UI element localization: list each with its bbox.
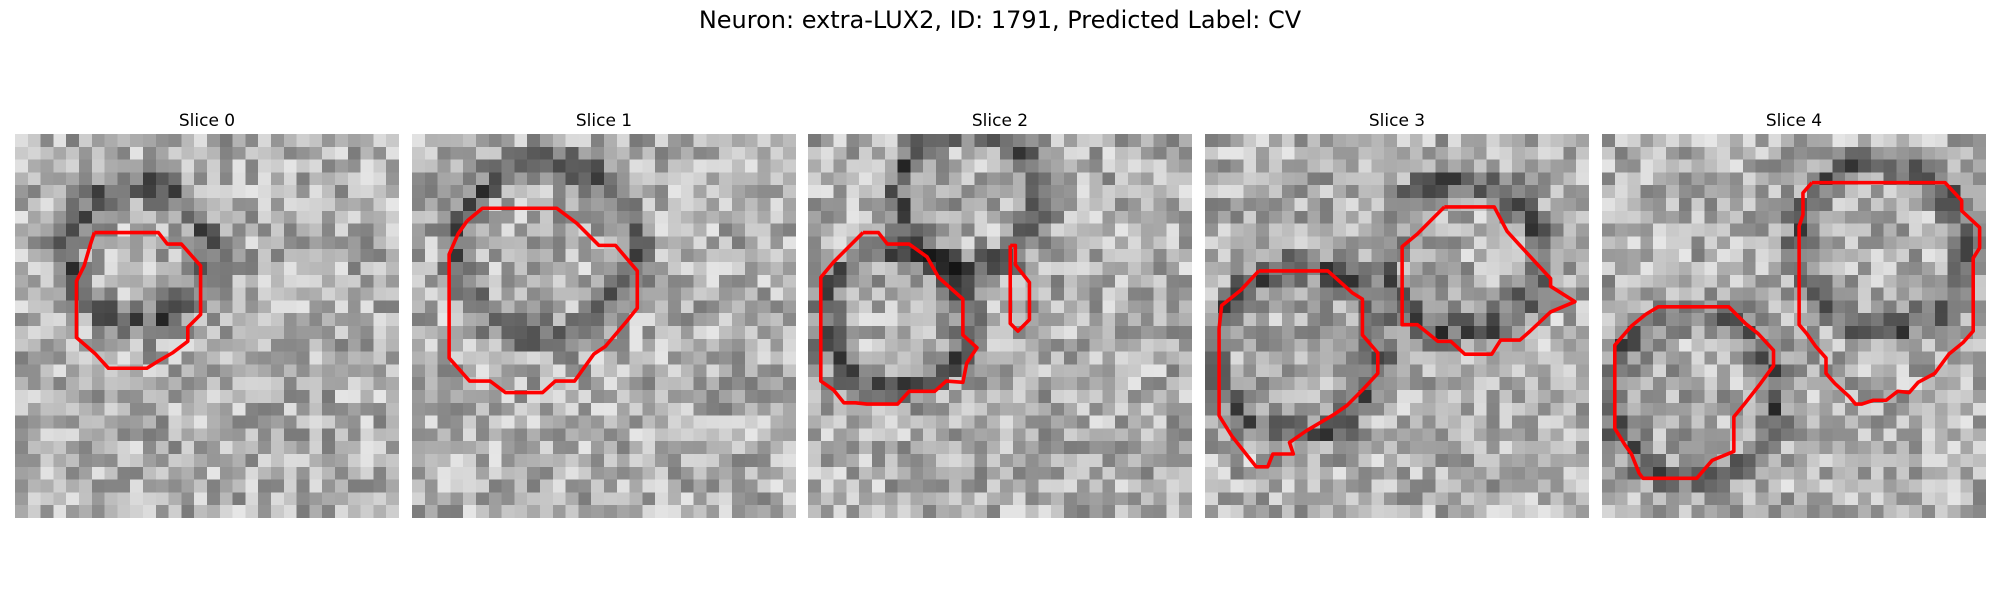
segmentation-contour <box>74 230 203 371</box>
slice-title: Slice 0 <box>178 111 236 131</box>
slice-title: Slice 4 <box>1765 111 1823 131</box>
slice-image-2 <box>808 134 1192 518</box>
figure-title: Neuron: extra-LUX2, ID: 1791, Predicted … <box>698 6 1302 34</box>
segmentation-contour <box>447 206 640 395</box>
slice-image-0 <box>15 134 399 518</box>
slice-image-1 <box>412 134 796 518</box>
em-grayscale-pixels <box>15 134 399 518</box>
slice-image-4 <box>1602 134 1986 518</box>
em-grayscale-pixels <box>808 134 1192 518</box>
em-grayscale-pixels <box>1205 134 1589 518</box>
em-grayscale-pixels <box>1602 134 1986 518</box>
segmentation-contour <box>819 230 979 406</box>
em-grayscale-pixels <box>412 134 796 518</box>
slice-title: Slice 1 <box>575 111 633 131</box>
slice-panel-3: Slice 3 <box>1205 108 1589 518</box>
slice-title: Slice 3 <box>1368 111 1426 131</box>
slice-panel-0: Slice 0 <box>15 108 399 518</box>
slice-panel-2: Slice 2 <box>808 108 1192 518</box>
segmentation-contour <box>1400 205 1577 356</box>
segmentation-contour <box>1613 305 1776 481</box>
segmentation-contour <box>1008 243 1032 333</box>
slice-title: Slice 2 <box>971 111 1029 131</box>
segmentation-contour <box>1797 180 1982 406</box>
segmentation-contour <box>1217 269 1380 469</box>
slice-image-3 <box>1205 134 1589 518</box>
slice-panel-4: Slice 4 <box>1602 108 1986 518</box>
slice-panel-1: Slice 1 <box>412 108 796 518</box>
